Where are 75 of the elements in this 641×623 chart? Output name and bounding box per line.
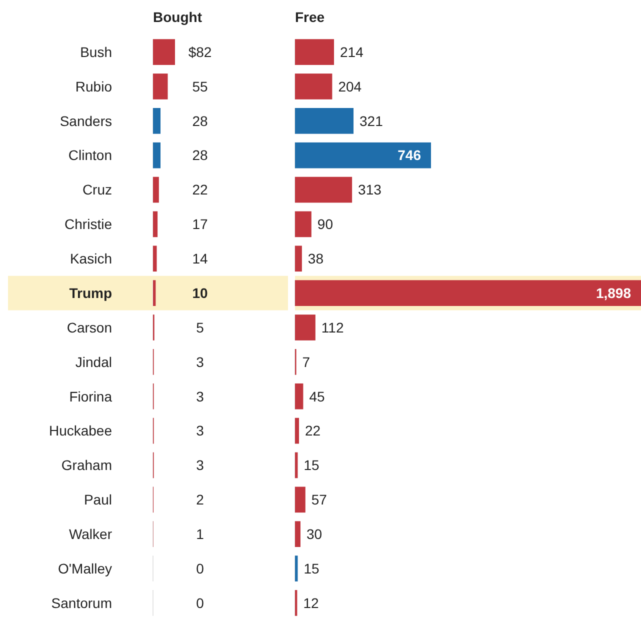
y-tick-label: O'Malley [58, 560, 112, 576]
data-label: 1 [196, 526, 204, 542]
bar [295, 176, 352, 203]
chart-title: Free [295, 9, 325, 25]
data-label: 3 [196, 457, 204, 474]
y-tick-label: Paul [84, 492, 112, 508]
data-label: 3 [196, 422, 204, 439]
data-label: 22 [305, 422, 321, 439]
data-label: 38 [308, 250, 324, 267]
data-label: 746 [398, 147, 422, 164]
bar [295, 211, 312, 238]
y-tick-label: Graham [61, 457, 112, 474]
bar [153, 246, 157, 272]
y-tick-label: Cruz [82, 182, 112, 198]
bar [295, 39, 334, 65]
data-label: 7 [302, 354, 310, 370]
bar [153, 211, 158, 238]
data-label: 2 [196, 492, 204, 508]
data-label: 28 [192, 147, 208, 164]
data-label: 1,898 [596, 284, 632, 301]
bar [153, 280, 156, 306]
data-label: 45 [309, 388, 325, 404]
data-label: 14 [192, 250, 208, 267]
y-tick-label: Rubio [75, 78, 112, 94]
bar [153, 108, 161, 134]
y-tick-label: Jindal [75, 354, 112, 370]
bar [295, 383, 304, 410]
data-label: 10 [192, 284, 208, 301]
bar [153, 176, 159, 203]
y-tick-label: Bush [80, 44, 112, 60]
y-tick-label: Carson [66, 319, 112, 336]
data-label: $82 [188, 44, 212, 60]
y-tick-label: Santorum [51, 594, 112, 611]
bar [295, 556, 298, 582]
bar [295, 74, 332, 100]
data-label: 321 [360, 112, 384, 129]
bar [153, 142, 161, 168]
data-label: 15 [304, 457, 320, 474]
y-tick-label: Kasich [70, 250, 112, 267]
data-label: 112 [321, 319, 344, 336]
y-tick-label: Sanders [60, 112, 112, 129]
bar [295, 314, 316, 340]
bar [295, 418, 300, 444]
data-label: 204 [338, 78, 362, 94]
data-label: 12 [303, 594, 319, 611]
data-label: 0 [196, 594, 204, 611]
y-tick-label: Trump [69, 284, 112, 301]
y-tick-label: Huckabee [48, 422, 112, 439]
chart-title: Bought [153, 9, 202, 25]
data-label: 57 [311, 492, 328, 508]
data-label: 313 [358, 182, 382, 198]
data-label: 55 [192, 78, 208, 94]
bar [295, 452, 298, 478]
data-label: 90 [317, 216, 334, 232]
y-tick-label: Christie [64, 216, 112, 232]
data-label: 28 [192, 112, 208, 129]
data-label: 30 [306, 526, 322, 542]
data-label: 3 [196, 388, 204, 404]
bar [295, 246, 302, 272]
y-tick-label: Fiorina [69, 388, 112, 404]
bar [153, 74, 168, 100]
data-label: 22 [192, 182, 208, 198]
bar [295, 108, 354, 134]
data-label: 3 [196, 354, 204, 370]
data-label: 15 [304, 560, 320, 576]
data-label: 0 [196, 560, 204, 576]
bar [295, 142, 431, 168]
bar [295, 486, 306, 513]
data-label: 5 [196, 319, 204, 336]
y-tick-label: Walker [68, 526, 112, 542]
bar [295, 521, 300, 548]
y-tick-label: Clinton [68, 147, 112, 164]
bar [153, 39, 175, 65]
data-label: 214 [340, 44, 364, 60]
data-label: 17 [192, 216, 208, 232]
